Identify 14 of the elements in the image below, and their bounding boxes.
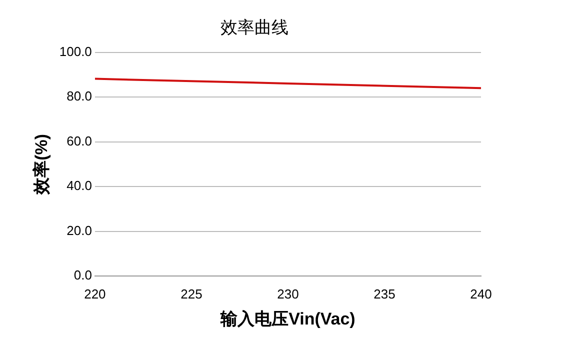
x-tick-label: 225 — [180, 286, 202, 302]
x-axis-title: 输入电压Vin(Vac) — [220, 309, 356, 328]
y-tick-label: 0.0 — [74, 268, 92, 283]
y-tick-label: 40.0 — [66, 178, 92, 194]
y-tick-label: 20.0 — [66, 222, 92, 238]
x-tick-label: 220 — [84, 286, 106, 302]
y-tick-label: 80.0 — [66, 88, 92, 104]
x-tick-label: 240 — [470, 286, 492, 302]
x-tick-label: 235 — [374, 286, 396, 302]
x-tick-label: 230 — [277, 286, 299, 302]
y-tick-label: 60.0 — [66, 133, 92, 148]
chart-title: 效率曲线 — [220, 18, 288, 37]
y-tick-label: 100.0 — [59, 44, 92, 59]
y-axis-title: 效率(%) — [32, 134, 51, 196]
